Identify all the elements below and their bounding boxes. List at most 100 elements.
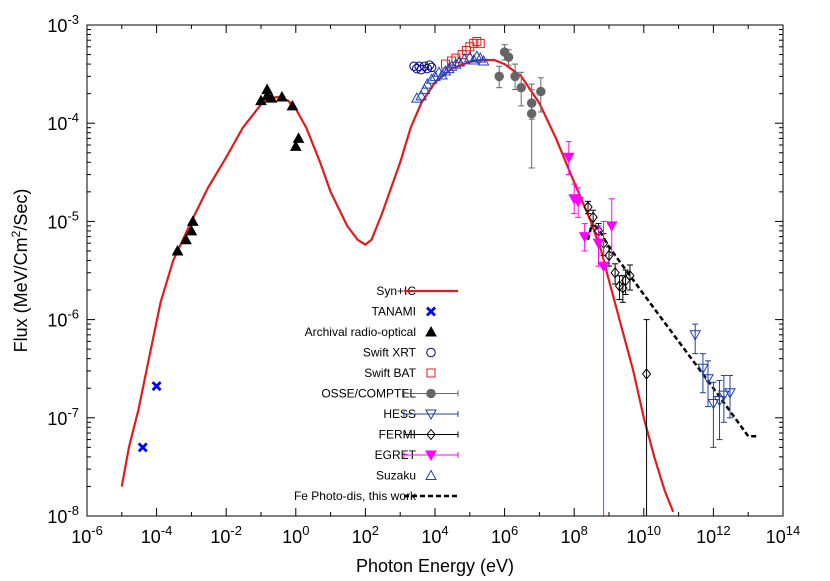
legend: Syn+IC TANAMI Archival radio-optical Swift … bbox=[294, 284, 459, 503]
tanami-point bbox=[137, 442, 148, 453]
hess-point bbox=[724, 388, 736, 399]
egret-series bbox=[562, 141, 618, 517]
archival-radio-optical-point bbox=[186, 215, 199, 226]
suzaku-point bbox=[471, 50, 483, 61]
legend-marker-archival-radio-optical bbox=[425, 325, 437, 337]
suzaku-point bbox=[450, 58, 462, 69]
egret-point bbox=[592, 238, 605, 250]
suzaku-point bbox=[425, 73, 438, 84]
x-tick-label: 10-6 bbox=[71, 523, 103, 547]
legend-label-hess: HESS bbox=[383, 407, 416, 421]
legend-marker-suzaku bbox=[425, 469, 437, 480]
model-curves bbox=[120, 58, 759, 513]
osse-comptel-point bbox=[503, 52, 514, 62]
y-axis-title-rest: /Sec) bbox=[11, 189, 31, 231]
osse-comptel-point bbox=[494, 71, 504, 82]
x-tick-label: 10-4 bbox=[141, 523, 173, 547]
hess-point bbox=[707, 398, 720, 410]
egret-point bbox=[597, 261, 610, 273]
y-tick-label: 10-7 bbox=[47, 405, 79, 429]
tanami-point bbox=[151, 381, 162, 392]
archival-radio-optical-series bbox=[171, 83, 305, 256]
y-tick-labels: 10-8 10-7 10-6 10-5 10-4 10-3 bbox=[47, 12, 79, 527]
suzaku-point bbox=[410, 92, 423, 103]
hess-point bbox=[713, 396, 726, 407]
y-tick-label: 10-5 bbox=[47, 208, 79, 232]
fermi-point bbox=[641, 368, 652, 380]
suzaku-series bbox=[410, 50, 490, 103]
y-tick-label: 10-6 bbox=[47, 307, 79, 331]
legend-marker-egret bbox=[425, 450, 437, 462]
x-axis-title: Photon Energy (eV) bbox=[356, 556, 514, 576]
swift-xrt-series bbox=[409, 60, 437, 75]
fe-photo-dis-this-work-line bbox=[586, 224, 759, 438]
legend-label-archival-radio-optical: Archival radio-optical bbox=[305, 325, 416, 339]
fermi-point bbox=[610, 266, 620, 279]
y-tick-label: 10-3 bbox=[47, 12, 79, 36]
y-axis-title: Flux (MeV/Cm2/Sec) bbox=[9, 189, 31, 353]
osse-comptel-point bbox=[536, 86, 546, 97]
suzaku-point bbox=[415, 89, 428, 101]
x-tick-label: 1010 bbox=[627, 523, 662, 547]
archival-radio-optical-point bbox=[286, 99, 299, 111]
hess-point bbox=[697, 363, 709, 375]
osse-comptel-point bbox=[516, 82, 526, 93]
x-tick-label: 10-2 bbox=[210, 523, 242, 547]
osse-comptel-point bbox=[526, 108, 537, 119]
legend-label-egret: EGRET bbox=[375, 448, 417, 462]
egret-point bbox=[572, 196, 585, 208]
archival-radio-optical-point bbox=[171, 244, 184, 256]
fermi-point bbox=[588, 211, 598, 224]
archival-radio-optical-point bbox=[292, 132, 305, 143]
x-tick-labels: 10-6 10-4 10-2 100 102 104 106 108 1010 1012 1014 bbox=[71, 523, 800, 547]
swift-bat-point bbox=[475, 38, 485, 48]
legend-label-tanami: TANAMI bbox=[372, 305, 416, 319]
suzaku-point bbox=[418, 83, 431, 95]
suzaku-point bbox=[436, 68, 448, 80]
swift-xrt-point bbox=[426, 62, 437, 73]
swift-bat-point bbox=[472, 36, 482, 46]
x-tick-label: 100 bbox=[282, 523, 309, 547]
swift-xrt-point bbox=[424, 60, 435, 70]
legend-label-suzaku: Suzaku bbox=[376, 469, 416, 483]
x-tick-label: 1012 bbox=[696, 523, 731, 547]
x-tick-label: 1014 bbox=[766, 523, 801, 547]
plot-frame bbox=[86, 24, 784, 517]
y-tick-label: 10-4 bbox=[47, 110, 79, 134]
legend-marker-swift-bat bbox=[426, 368, 436, 378]
swift-bat-point bbox=[469, 38, 479, 48]
fermi-point bbox=[583, 201, 593, 213]
archival-radio-optical-point bbox=[185, 224, 198, 236]
legend-label-swift-xrt: Swift XRT bbox=[363, 346, 417, 360]
legend-label-osse-comptel: OSSE/COMPTEL bbox=[321, 387, 416, 401]
hess-point bbox=[689, 330, 702, 341]
legend-marker-swift-xrt bbox=[426, 347, 436, 358]
tick-marks bbox=[86, 24, 784, 517]
legend-marker-tanami bbox=[426, 306, 436, 317]
archival-radio-optical-point bbox=[289, 140, 302, 151]
legend-label-syn-ic: Syn+IC bbox=[376, 284, 416, 298]
y-tick-label: 10-8 bbox=[47, 503, 79, 527]
suzaku-point bbox=[453, 55, 466, 67]
hess-point bbox=[718, 390, 730, 402]
archival-radio-optical-point bbox=[265, 92, 278, 103]
fermi-point bbox=[625, 269, 635, 282]
x-tick-label: 108 bbox=[561, 523, 588, 547]
x-tick-label: 102 bbox=[352, 523, 379, 547]
suzaku-point bbox=[458, 53, 471, 64]
data-points bbox=[137, 36, 736, 517]
swift-xrt-point bbox=[416, 65, 426, 75]
legend-marker-osse-comptel bbox=[426, 388, 436, 399]
archival-radio-optical-point bbox=[276, 90, 288, 102]
legend-marker-hess bbox=[425, 409, 437, 421]
archival-radio-optical-point bbox=[180, 233, 192, 245]
legend-label-swift-bat: Swift BAT bbox=[364, 366, 416, 380]
suzaku-point bbox=[477, 54, 490, 66]
x-tick-label: 104 bbox=[421, 523, 448, 547]
y-axis-title-base: Flux (MeV/Cm bbox=[11, 237, 31, 352]
swift-xrt-point bbox=[419, 61, 430, 72]
legend-label-fermi: FERMI bbox=[379, 428, 416, 442]
hess-point bbox=[702, 374, 714, 385]
tanami-series bbox=[137, 381, 162, 453]
